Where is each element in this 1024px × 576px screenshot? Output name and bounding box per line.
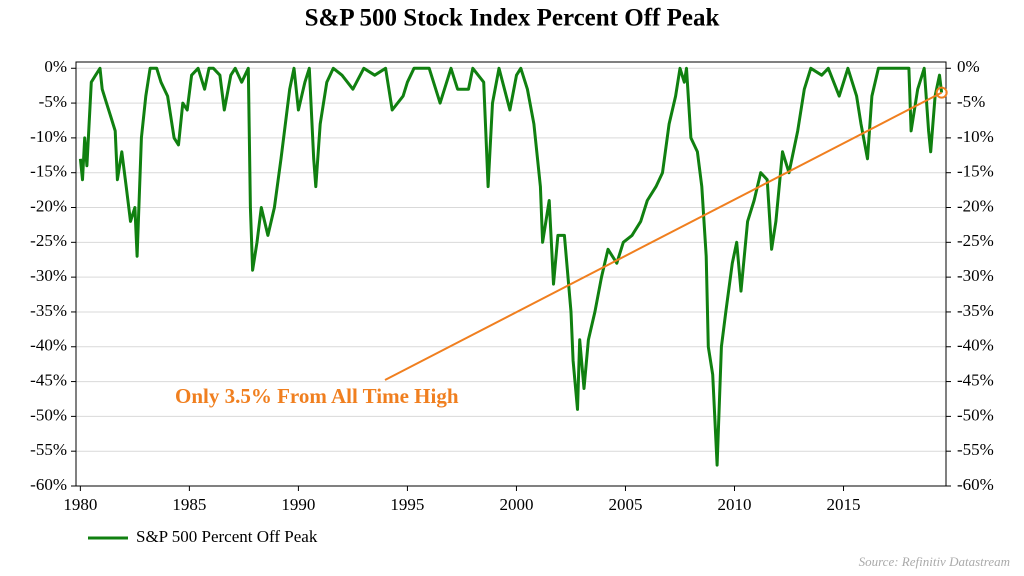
y2-tick-label: -30% [957,266,994,285]
chart-title: S&P 500 Stock Index Percent Off Peak [305,5,720,32]
line-series [78,66,944,467]
y-tick-label: -50% [30,405,67,424]
y2-tick-label: -60% [957,475,994,494]
annotation-text: Only 3.5% From All Time High [175,384,459,408]
x-tick-label: 1995 [390,495,424,514]
y2-tick-label: -10% [957,127,994,146]
x-tick-label: 1980 [63,495,97,514]
x-tick-label: 1990 [281,495,315,514]
y-tick-label: -5% [39,92,67,111]
y2-tick-label: -50% [957,405,994,424]
source: Source: Refinitiv Datastream [859,554,1010,569]
y2-tick-label: -15% [957,162,994,181]
y2-tick-label: -40% [957,336,994,355]
y-tick-label: -60% [30,475,67,494]
y2-tick-label: -25% [957,231,994,250]
plot-frame [75,61,947,487]
x-tick-label: 2010 [717,495,751,514]
annotation-marker [935,86,948,99]
y-tick-label: -15% [30,162,67,181]
y2-tick-label: -35% [957,301,994,320]
y2-tick-label: -5% [957,92,985,111]
y-tick-label: -35% [30,301,67,320]
x-tick-label: 2005 [608,495,642,514]
y2-tick-label: -45% [957,370,994,389]
y-tick-label: -20% [30,196,67,215]
y2-tick-label: -20% [957,196,994,215]
y2-tick-label: 0% [957,57,980,76]
y-tick-label: -40% [30,336,67,355]
y-tick-label: -55% [30,440,67,459]
y-tick-label: -10% [30,127,67,146]
x-tick-label: 2015 [827,495,861,514]
y-tick-label: -45% [30,370,67,389]
legend-label: S&P 500 Percent Off Peak [136,527,318,546]
y-tick-label: 0% [44,57,67,76]
y-tick-label: -25% [30,231,67,250]
y2-tick-label: -55% [957,440,994,459]
y-tick-label: -30% [30,266,67,285]
x-tick-label: 1985 [172,495,206,514]
x-tick-label: 2000 [499,495,533,514]
annotation-line [384,91,943,381]
